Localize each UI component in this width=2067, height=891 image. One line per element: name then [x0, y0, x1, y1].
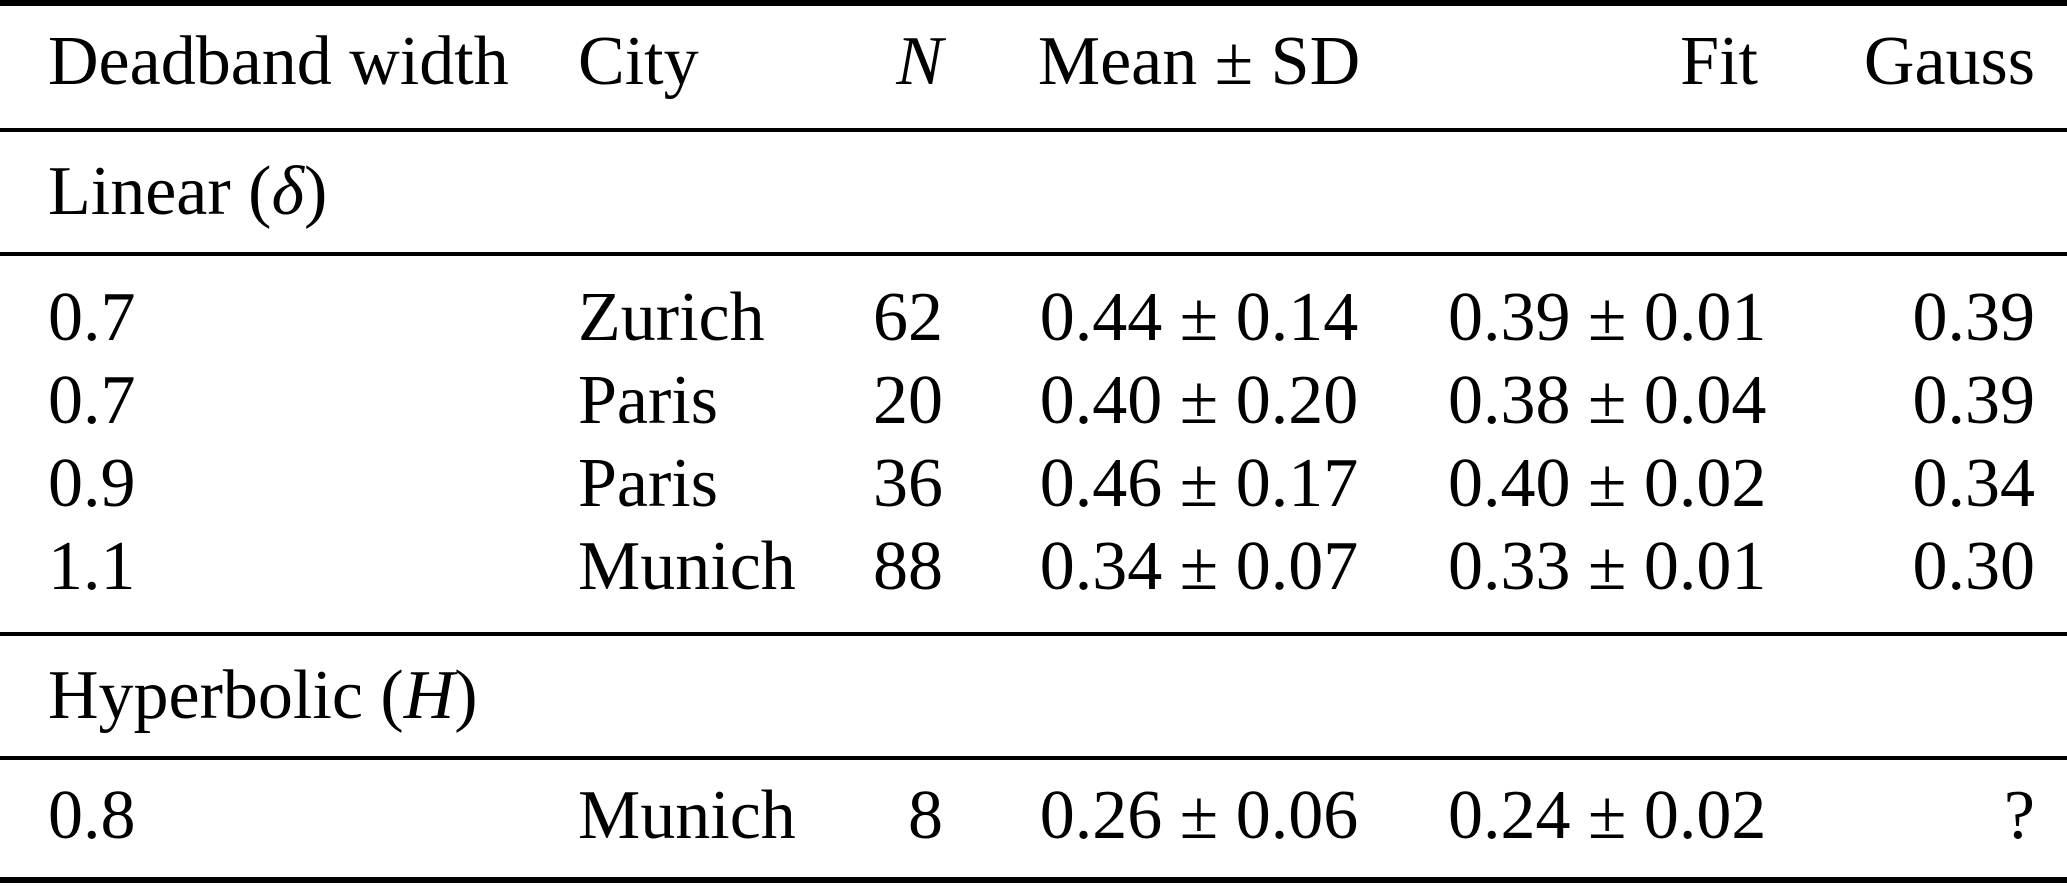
cell-city: Zurich	[578, 279, 765, 356]
col-header-mean-sd: Mean ± SD	[950, 3, 1448, 132]
col-header-city: City	[578, 3, 830, 132]
table-row: 0.7 Paris 20 0.40 ± 0.20 0.38 ± 0.04 0.3…	[0, 359, 2067, 442]
cell-gauss: 0.30	[1762, 525, 2067, 636]
col-header-deadband-width: Deadband width	[0, 3, 578, 132]
cell-city: Paris	[578, 362, 718, 439]
delta-symbol: δ	[271, 153, 305, 230]
cell-mean-sd: 0.40 ± 0.20	[1039, 362, 1359, 439]
cell-n: 36	[873, 445, 943, 522]
cell-mean-sd: 0.26 ± 0.06	[1039, 777, 1359, 854]
cell-mean-sd: 0.34 ± 0.07	[950, 525, 1448, 636]
section-title-cell: Hyperbolic (H)	[0, 634, 2067, 760]
cell-gauss: 0.34	[1912, 445, 2036, 522]
cell-deadband-width: 0.7	[48, 279, 136, 356]
section-title-close: )	[304, 153, 328, 230]
cell-deadband-width: 1.1	[0, 525, 578, 636]
header-row: Deadband width City N Mean ± SD Fit Gaus…	[0, 3, 2067, 132]
n-symbol: N	[896, 23, 943, 100]
cell-mean-sd: 0.46 ± 0.17	[1039, 445, 1359, 522]
cell-fit: 0.33 ± 0.01	[1448, 525, 1766, 636]
cell-gauss: 0.39	[1912, 362, 2036, 439]
cell-fit: 0.38 ± 0.04	[1448, 362, 1767, 439]
cell-gauss: ?	[2003, 777, 2035, 854]
section-title-text: Hyperbolic (	[48, 657, 404, 734]
section-title-cell: Linear (δ)	[0, 130, 2067, 256]
table-row: 1.1 Munich 88 0.34 ± 0.07 0.33 ± 0.01 0.…	[0, 525, 2067, 636]
section-title-linear: Linear (δ)	[0, 130, 2067, 256]
hyperbolic-data-rows: 0.8 Munich 8 0.26 ± 0.06 0.24 ± 0.02 ?	[0, 758, 2067, 880]
cell-n: 20	[873, 362, 943, 439]
cell-deadband-width: 0.7	[48, 362, 136, 439]
col-header-n: N	[830, 3, 950, 132]
section-title-text: Linear (	[48, 153, 272, 230]
cell-city: Paris	[578, 445, 718, 522]
cell-n: 88	[830, 525, 950, 636]
table-row: 0.8 Munich 8 0.26 ± 0.06 0.24 ± 0.02 ?	[0, 758, 2067, 880]
cell-mean-sd: 0.44 ± 0.14	[1039, 279, 1359, 356]
cell-n: 62	[873, 279, 943, 356]
cell-city: Munich	[578, 777, 796, 854]
cell-fit: 0.24 ± 0.02	[1448, 777, 1767, 854]
section-title-close: )	[454, 657, 478, 734]
section-hyperbolic: Hyperbolic (H)	[0, 634, 2067, 760]
cell-deadband-width: 0.8	[48, 777, 136, 854]
col-header-gauss: Gauss	[1762, 3, 2067, 132]
cell-fit: 0.40 ± 0.02	[1448, 445, 1767, 522]
table-row: 0.7 Zurich 62 0.44 ± 0.14 0.39 ± 0.01 0.…	[0, 254, 2067, 359]
cell-deadband-width: 0.9	[48, 445, 136, 522]
section-linear: Linear (δ)	[0, 130, 2067, 256]
table-header: Deadband width City N Mean ± SD Fit Gaus…	[0, 3, 2067, 132]
section-title-hyperbolic: Hyperbolic (H)	[0, 634, 2067, 760]
cell-city: Munich	[578, 525, 830, 636]
cell-gauss: 0.39	[1912, 279, 2036, 356]
linear-data-rows: 0.7 Zurich 62 0.44 ± 0.14 0.39 ± 0.01 0.…	[0, 254, 2067, 636]
cell-n: 8	[908, 777, 943, 854]
col-header-fit: Fit	[1448, 3, 1762, 132]
cell-fit: 0.39 ± 0.01	[1448, 279, 1767, 356]
h-symbol: H	[403, 657, 455, 734]
table-row: 0.9 Paris 36 0.46 ± 0.17 0.40 ± 0.02 0.3…	[0, 442, 2067, 525]
